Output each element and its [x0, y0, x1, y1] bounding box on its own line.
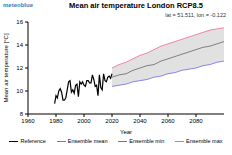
svg-text:2040: 2040	[133, 118, 147, 124]
html-text:Ensemble min: Ensemble min	[129, 138, 165, 144]
svg-text:1980: 1980	[49, 118, 63, 124]
svg-text:8: 8	[20, 111, 24, 117]
svg-text:2000: 2000	[77, 118, 91, 124]
html-text:Ensemble max: Ensemble max	[186, 138, 223, 144]
html-text:Ensemble mean: Ensemble mean	[67, 138, 108, 144]
html-text:Mean air temperature London RC: Mean air temperature London RCP8.5	[69, 1, 203, 10]
svg-text:1960: 1960	[21, 118, 35, 124]
svg-text:2020: 2020	[105, 118, 119, 124]
svg-text:2060: 2060	[161, 118, 175, 124]
svg-text:Mean air temperature [°C]: Mean air temperature [°C]	[8, 33, 9, 102]
html-text:lat = 51.511, lon = -0.122: lat = 51.511, lon = -0.122	[165, 12, 226, 18]
svg-text:14: 14	[16, 42, 23, 48]
html-text:Reference: Reference	[20, 138, 46, 144]
svg-text:16: 16	[16, 19, 23, 25]
svg-text:Year: Year	[120, 129, 132, 134]
svg-text:2080: 2080	[189, 118, 203, 124]
svg-text:12: 12	[16, 65, 23, 71]
svg-text:10: 10	[16, 88, 23, 94]
html-text:meteoblue: meteoblue	[3, 2, 33, 8]
